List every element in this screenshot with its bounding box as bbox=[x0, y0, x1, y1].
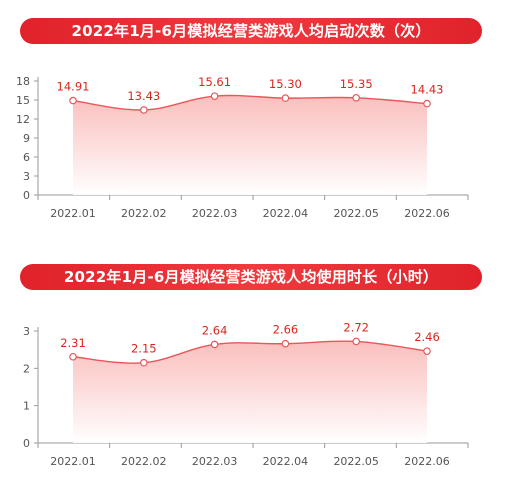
data-point bbox=[69, 96, 77, 105]
data-point bbox=[423, 99, 431, 108]
x-tick-label: 2022.02 bbox=[121, 455, 167, 468]
data-point bbox=[210, 92, 219, 100]
chart-title-launch-count: 2022年1月-6月模拟经营类游戏人均启动次数（次） bbox=[20, 18, 482, 44]
y-tick-label: 3 bbox=[23, 170, 30, 183]
x-tick-label: 2022.04 bbox=[263, 207, 309, 220]
usage-duration-area-chart: 0 1 2 3 2022.01 2022.02 2022.03 2022.04 2022.05 2… bbox=[23, 320, 469, 468]
x-tick-label: 2022.03 bbox=[192, 207, 238, 220]
y-tick-label: 3 bbox=[23, 325, 30, 338]
data-point bbox=[352, 337, 361, 346]
x-tick-label: 2022.04 bbox=[263, 455, 309, 468]
data-point bbox=[423, 347, 431, 355]
series-line bbox=[72, 94, 428, 111]
x-tick-label: 2022.01 bbox=[50, 207, 96, 220]
x-tick-label: 2022.05 bbox=[333, 207, 379, 220]
y-tick-label: 15 bbox=[16, 94, 30, 107]
y-tick-label: 9 bbox=[23, 132, 30, 145]
data-label: 14.91 bbox=[57, 80, 90, 94]
data-point bbox=[140, 106, 148, 114]
y-tick-label: 18 bbox=[16, 75, 30, 88]
series-area bbox=[73, 341, 427, 443]
series-area bbox=[73, 95, 427, 195]
data-label: 2.15 bbox=[131, 342, 157, 356]
x-tick-label: 2022.06 bbox=[404, 207, 450, 220]
data-label: 15.30 bbox=[269, 77, 302, 91]
series-line bbox=[72, 340, 428, 364]
data-point bbox=[281, 94, 290, 102]
data-label: 2.64 bbox=[202, 323, 228, 337]
x-tick-label: 2022.02 bbox=[121, 207, 167, 220]
y-tick-label: 6 bbox=[23, 151, 30, 164]
data-point bbox=[69, 352, 77, 361]
data-point bbox=[210, 340, 219, 349]
y-tick-label: 0 bbox=[23, 437, 30, 450]
data-label: 2.31 bbox=[60, 336, 86, 350]
data-label: 2.46 bbox=[414, 330, 440, 344]
data-label: 15.35 bbox=[340, 77, 373, 91]
data-label: 2.72 bbox=[343, 320, 369, 334]
data-label: 13.43 bbox=[127, 89, 160, 103]
launch-count-area-chart: 0 3 6 9 12 15 18 2022.01 2022.02 2022.03 2022.04 20… bbox=[16, 75, 469, 220]
y-tick-label: 2 bbox=[23, 362, 30, 375]
data-point bbox=[281, 339, 290, 348]
y-tick-label: 0 bbox=[23, 189, 30, 202]
x-tick-label: 2022.03 bbox=[192, 455, 238, 468]
data-point bbox=[140, 358, 148, 367]
x-tick-label: 2022.01 bbox=[50, 455, 96, 468]
x-tick-label: 2022.05 bbox=[333, 455, 379, 468]
data-point bbox=[352, 93, 361, 102]
y-tick-label: 1 bbox=[23, 400, 30, 413]
data-label: 15.61 bbox=[198, 75, 231, 89]
chart-title-usage-duration: 2022年1月-6月模拟经营类游戏人均使用时长（小时） bbox=[20, 264, 482, 290]
x-tick-label: 2022.06 bbox=[404, 455, 450, 468]
y-tick-label: 12 bbox=[16, 113, 30, 126]
data-label: 14.43 bbox=[411, 83, 444, 97]
data-label: 2.66 bbox=[273, 323, 299, 337]
